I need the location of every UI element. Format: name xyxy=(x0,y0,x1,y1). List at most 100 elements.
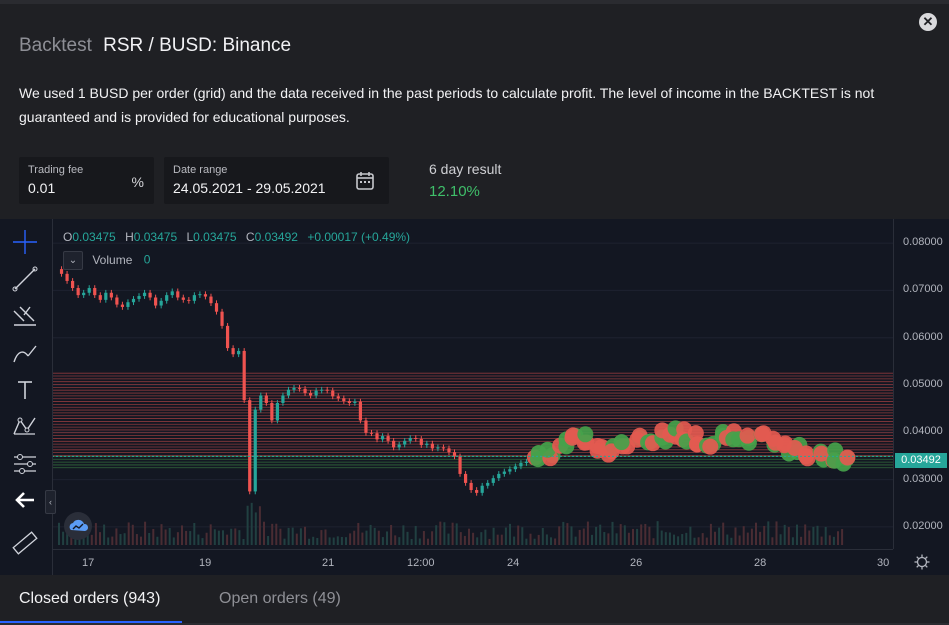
chart-area[interactable] xyxy=(0,219,949,575)
sell-order-marker xyxy=(813,445,830,462)
fib-icon[interactable] xyxy=(10,301,40,331)
trading-fee-field[interactable]: Trading fee 0.01 % xyxy=(19,157,154,204)
sell-order-marker xyxy=(798,445,815,462)
buy-order-marker xyxy=(613,434,630,451)
text-icon[interactable] xyxy=(10,375,40,405)
volume-bar xyxy=(550,537,552,545)
candle-body xyxy=(137,296,141,299)
volume-bar xyxy=(123,533,126,545)
crosshair-icon[interactable] xyxy=(10,227,40,257)
volume-bar xyxy=(611,521,614,545)
price-chart[interactable] xyxy=(52,219,893,549)
volume-bar xyxy=(156,536,159,545)
price-axis[interactable] xyxy=(893,219,949,549)
candle-body xyxy=(524,461,529,464)
candle-body xyxy=(425,443,429,446)
candle-body xyxy=(397,444,401,448)
volume-bar xyxy=(410,538,413,545)
time-tick-label: 28 xyxy=(754,557,767,569)
volume-bar xyxy=(320,530,323,545)
volume-bar xyxy=(808,530,811,545)
trading-fee-value[interactable]: 0.01 xyxy=(28,180,56,196)
date-range-value[interactable]: 24.05.2021 - 29.05.2021 xyxy=(173,180,326,196)
measure-icon[interactable] xyxy=(10,449,40,479)
volume-bar xyxy=(209,524,212,545)
volume-bar xyxy=(800,536,803,545)
volume-bar xyxy=(714,531,716,545)
volume-bar xyxy=(488,538,491,545)
volume-legend: ⌄ Volume 0 xyxy=(63,251,150,270)
volume-bar xyxy=(66,531,69,545)
sell-order-marker xyxy=(702,438,719,455)
toolbar-collapse-button[interactable]: ‹ xyxy=(45,490,56,514)
close-icon[interactable]: ✕ xyxy=(919,13,937,31)
volume-bar xyxy=(673,534,675,545)
chevron-down-icon[interactable]: ⌄ xyxy=(63,251,83,270)
volume-bar xyxy=(623,525,626,545)
volume-bar xyxy=(820,536,823,545)
candle-body xyxy=(353,401,357,403)
volume-bar xyxy=(197,534,200,545)
volume-bar xyxy=(607,533,610,545)
volume-bar xyxy=(775,521,778,545)
ruler-icon[interactable] xyxy=(10,528,40,558)
volume-bar xyxy=(451,522,454,545)
time-axis[interactable] xyxy=(52,549,893,576)
volume-bar xyxy=(513,536,516,545)
tab-closed-orders[interactable]: Closed orders (943) xyxy=(19,590,161,607)
candle-body xyxy=(148,292,152,298)
volume-bar xyxy=(398,537,401,545)
volume-bar xyxy=(418,538,421,545)
volume-bar xyxy=(365,530,368,545)
volume-bar xyxy=(242,538,245,545)
candle-body xyxy=(403,440,407,445)
candle-body xyxy=(82,292,86,296)
volume-bar xyxy=(841,529,844,545)
active-tab-indicator xyxy=(0,621,182,623)
brush-icon[interactable] xyxy=(10,338,40,368)
volume-bar xyxy=(816,525,819,545)
candle-body xyxy=(225,325,230,349)
open-label: O xyxy=(63,230,73,244)
candle-body xyxy=(198,294,202,296)
volume-bar xyxy=(328,537,331,545)
volume-bar xyxy=(316,537,319,545)
trend-line-icon[interactable] xyxy=(10,264,40,294)
title-prefix: Backtest xyxy=(19,35,92,56)
volume-bar xyxy=(779,534,782,545)
candle-body xyxy=(126,302,130,307)
cloud-logo-icon[interactable] xyxy=(64,512,92,540)
volume-bar xyxy=(271,523,274,545)
candle-body xyxy=(209,296,213,304)
date-range-field[interactable]: Date range 24.05.2021 - 29.05.2021 xyxy=(164,157,389,204)
volume-bar xyxy=(763,525,766,545)
volume-bar xyxy=(664,532,667,545)
buy-order-marker xyxy=(577,426,594,443)
candle-body xyxy=(447,448,451,453)
calendar-icon[interactable] xyxy=(355,171,375,196)
volume-bar xyxy=(369,524,372,545)
volume-bar xyxy=(455,523,458,545)
sell-order-marker xyxy=(739,427,756,444)
change-value: +0.00017 (+0.49%) xyxy=(307,230,411,244)
volume-bar xyxy=(697,537,700,545)
volume-bar xyxy=(459,532,462,545)
volume-bar xyxy=(689,526,692,545)
back-arrow-icon[interactable] xyxy=(10,485,40,515)
volume-bar xyxy=(279,528,282,545)
gear-icon[interactable] xyxy=(914,554,930,570)
tab-open-orders[interactable]: Open orders (49) xyxy=(219,590,341,607)
price-tick-label: 0.04000 xyxy=(903,425,943,438)
volume-bar xyxy=(205,532,208,545)
volume-bar xyxy=(324,529,327,545)
volume-bar xyxy=(591,534,593,545)
volume-bar xyxy=(771,537,774,545)
volume-bar xyxy=(578,529,581,545)
volume-bar xyxy=(414,525,417,545)
volume-bar xyxy=(406,531,409,545)
volume-bar xyxy=(353,530,356,545)
candle-body xyxy=(309,393,313,396)
volume-bar xyxy=(566,523,569,545)
pattern-icon[interactable] xyxy=(10,412,40,442)
candle-body xyxy=(491,478,495,483)
